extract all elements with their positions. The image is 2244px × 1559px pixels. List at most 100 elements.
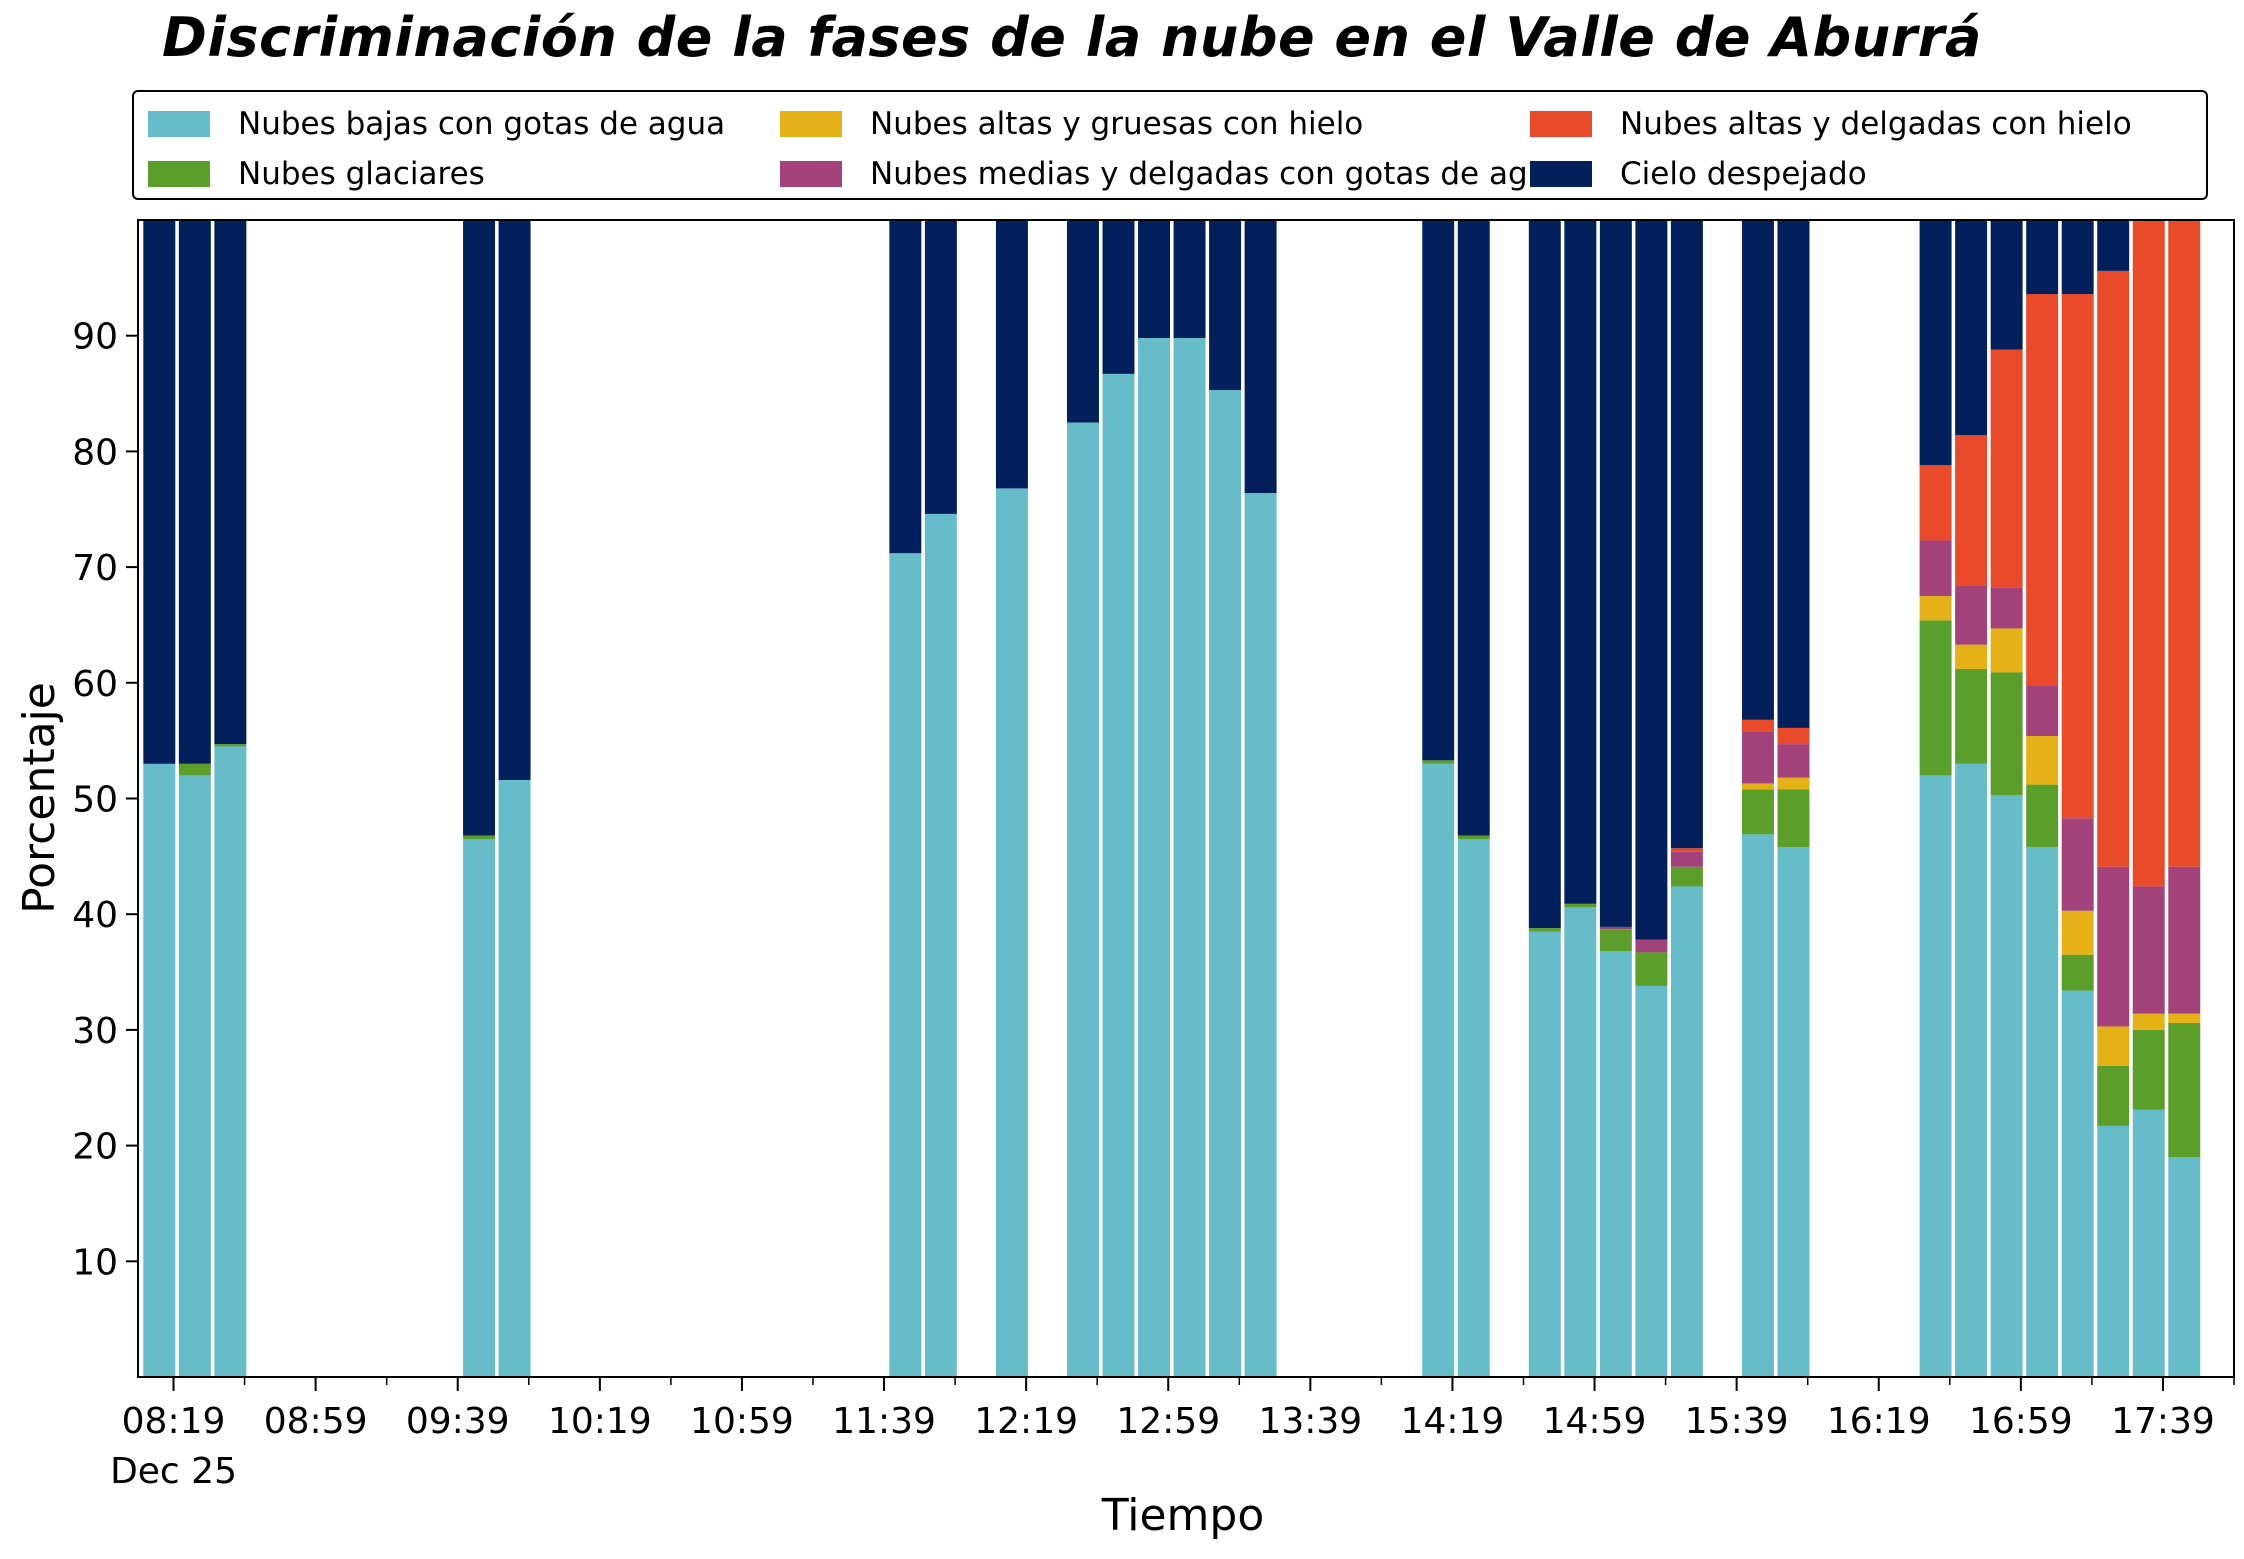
bar-segment bbox=[214, 746, 247, 1377]
legend-label: Nubes altas y delgadas con hielo bbox=[1620, 106, 2132, 142]
bar-segment bbox=[1244, 220, 1277, 494]
bar-segment bbox=[463, 835, 496, 839]
x-tick-label: 11:39 bbox=[832, 1401, 936, 1442]
y-tick-label: 50 bbox=[72, 780, 118, 821]
bar-segment bbox=[2168, 220, 2201, 867]
bar-segment bbox=[1564, 903, 1597, 908]
bar-segment bbox=[1457, 839, 1490, 1377]
bar-segment bbox=[1990, 795, 2023, 1377]
bar-segment bbox=[214, 220, 247, 745]
bar-segment bbox=[1955, 668, 1988, 764]
bar-segment bbox=[1990, 220, 2023, 350]
bar-segment bbox=[1777, 220, 1810, 728]
bar-segment bbox=[2026, 847, 2059, 1377]
bar-segment bbox=[1635, 939, 1668, 953]
bar-segment bbox=[889, 220, 922, 554]
bar-segment bbox=[1138, 338, 1171, 1377]
y-tick-label: 80 bbox=[72, 432, 118, 473]
y-tick-label: 60 bbox=[72, 664, 118, 705]
x-tick-label: 15:39 bbox=[1685, 1401, 1789, 1442]
x-tick-label: 09:39 bbox=[406, 1401, 510, 1442]
bar-segment bbox=[1564, 220, 1597, 904]
bar-segment bbox=[1955, 763, 1988, 1377]
bar-segment bbox=[1919, 540, 1952, 597]
bar-segment bbox=[2061, 220, 2094, 295]
x-tick-label: 16:19 bbox=[1827, 1401, 1931, 1442]
x-tick-label: 10:59 bbox=[690, 1401, 794, 1442]
bar-segment bbox=[1173, 220, 1206, 339]
legend-item: Nubes bajas con gotas de agua bbox=[148, 104, 725, 144]
bar-segment bbox=[143, 220, 176, 764]
plot-frame bbox=[137, 219, 2235, 1378]
bar-segment bbox=[1919, 596, 1952, 621]
bar-segment bbox=[2097, 1065, 2130, 1126]
bar-segment bbox=[2132, 1029, 2165, 1110]
x-tick-label: 13:39 bbox=[1258, 1401, 1362, 1442]
bar-segment bbox=[1919, 465, 1952, 541]
bar-segment bbox=[1919, 220, 1952, 466]
y-axis-label: Porcentaje bbox=[14, 682, 65, 914]
bar-segment bbox=[2132, 221, 2165, 887]
bar-segment bbox=[1990, 628, 2023, 673]
bar-segment bbox=[1741, 220, 1774, 720]
bar-segment bbox=[1102, 373, 1135, 1377]
bar-segment bbox=[1741, 731, 1774, 784]
bar-segment bbox=[2061, 910, 2094, 955]
y-axis: 10 20 30 40 50 60 70 80 90 bbox=[72, 317, 138, 1283]
bar-segment bbox=[1741, 719, 1774, 732]
bar-segment bbox=[2168, 1013, 2201, 1023]
bar-segment bbox=[498, 220, 531, 780]
x-tick-label: 08:19 bbox=[122, 1401, 226, 1442]
bar-segment bbox=[2132, 1109, 2165, 1377]
legend-swatch bbox=[780, 111, 842, 137]
x-tick-label: 16:59 bbox=[1969, 1401, 2073, 1442]
bar-segment bbox=[1422, 220, 1455, 761]
bar-segment bbox=[2097, 1125, 2130, 1377]
bars-layer bbox=[143, 220, 2201, 1378]
bar-segment bbox=[1919, 775, 1952, 1377]
bar-segment bbox=[1457, 835, 1490, 839]
bar-segment bbox=[1670, 220, 1703, 849]
bar-segment bbox=[1564, 907, 1597, 1377]
bar-segment bbox=[1670, 851, 1703, 867]
bar-segment bbox=[1990, 587, 2023, 629]
bar-segment bbox=[1599, 929, 1632, 952]
bar-segment bbox=[1528, 928, 1561, 932]
bar-segment bbox=[2168, 866, 2201, 1014]
bar-segment bbox=[1741, 783, 1774, 790]
x-tick-label: 12:19 bbox=[974, 1401, 1078, 1442]
bar-segment bbox=[463, 839, 496, 1377]
bar-segment bbox=[1990, 349, 2023, 588]
bar-segment bbox=[1777, 727, 1810, 745]
bar-segment bbox=[1990, 672, 2023, 796]
bar-segment bbox=[995, 488, 1028, 1377]
x-tick-label: 17:39 bbox=[2111, 1401, 2215, 1442]
bar-segment bbox=[1209, 220, 1242, 391]
bar-segment bbox=[1670, 886, 1703, 1377]
bar-segment bbox=[2097, 220, 2130, 271]
x-tick-label: 14:19 bbox=[1401, 1401, 1505, 1442]
bar-segment bbox=[1066, 220, 1099, 423]
bar-segment bbox=[178, 775, 211, 1377]
bar-segment bbox=[2061, 818, 2094, 911]
bar-segment bbox=[889, 553, 922, 1377]
legend-item: Cielo despejado bbox=[1530, 154, 1867, 194]
bar-segment bbox=[1528, 931, 1561, 1377]
bar-segment bbox=[1635, 985, 1668, 1377]
bar-segment bbox=[1777, 744, 1810, 778]
bar-segment bbox=[1955, 435, 1988, 586]
bar-segment bbox=[924, 220, 957, 514]
bar-segment bbox=[2132, 220, 2165, 222]
x-axis-label: Tiempo bbox=[1101, 1490, 1265, 1541]
x-tick-label: 14:59 bbox=[1543, 1401, 1647, 1442]
bar-segment bbox=[1919, 620, 1952, 776]
legend-label: Nubes altas y gruesas con hielo bbox=[870, 106, 1364, 142]
legend-swatch bbox=[1530, 111, 1592, 137]
x-tick-label: 12:59 bbox=[1116, 1401, 1220, 1442]
bar-segment bbox=[1528, 220, 1561, 929]
bar-segment bbox=[2026, 220, 2059, 295]
bar-segment bbox=[1777, 777, 1810, 790]
bar-segment bbox=[178, 763, 211, 776]
bar-segment bbox=[2061, 990, 2094, 1377]
x-tick-date-label: Dec 25 bbox=[110, 1451, 237, 1492]
